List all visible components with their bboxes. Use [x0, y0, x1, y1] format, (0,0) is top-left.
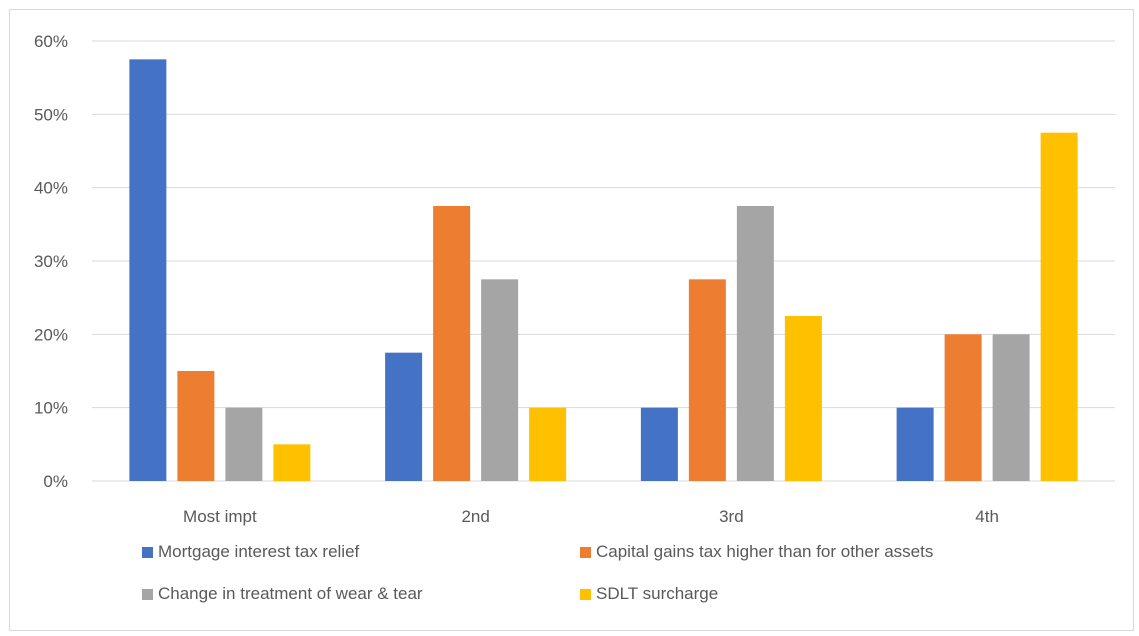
chart-frame: [9, 9, 1134, 631]
bar: [896, 407, 934, 481]
bar: [177, 371, 215, 481]
bar: [433, 206, 471, 481]
y-tick-label: 20%: [34, 325, 68, 344]
x-tick-label: 2nd: [461, 507, 489, 526]
x-axis-ticks: Most impt 2nd 3rd 4th: [183, 507, 999, 526]
y-tick-label: 0%: [43, 472, 68, 491]
gridlines: [92, 40, 1115, 482]
y-tick-label: 40%: [34, 179, 68, 198]
bar: [529, 407, 567, 481]
bar: [129, 59, 167, 481]
bar: [385, 352, 423, 481]
bar: [736, 206, 774, 481]
x-tick-label: 3rd: [719, 507, 744, 526]
bar: [944, 334, 982, 481]
y-tick-label: 50%: [34, 105, 68, 124]
bar: [1040, 132, 1078, 481]
bars: [129, 59, 1078, 481]
x-tick-label: Most impt: [183, 507, 257, 526]
bar: [688, 279, 726, 481]
bar: [784, 316, 822, 481]
y-tick-label: 30%: [34, 252, 68, 271]
bar: [481, 279, 519, 481]
bar: [640, 407, 678, 481]
y-tick-label: 10%: [34, 399, 68, 418]
y-tick-label: 60%: [34, 32, 68, 51]
y-axis-ticks: 0% 10% 20% 30% 40% 50% 60%: [34, 32, 68, 491]
bar: [225, 407, 263, 481]
bar: [273, 444, 311, 481]
x-tick-label: 4th: [975, 507, 999, 526]
bar: [992, 334, 1030, 481]
